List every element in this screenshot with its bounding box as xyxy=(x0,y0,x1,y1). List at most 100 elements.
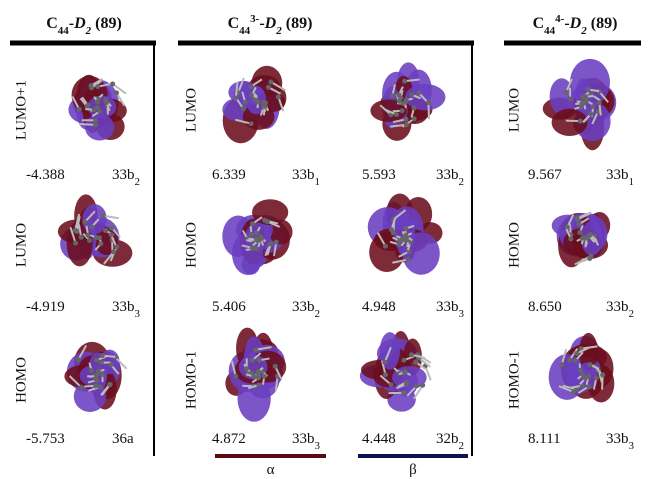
symmetry-base: 32b xyxy=(436,431,459,447)
atom xyxy=(581,236,586,241)
atom xyxy=(109,225,114,230)
atom xyxy=(578,368,583,373)
atom xyxy=(100,353,105,358)
orbital-image xyxy=(552,212,610,267)
symmetry: 33b3 xyxy=(606,431,635,452)
atom xyxy=(109,362,114,367)
atom xyxy=(250,221,255,226)
atom xyxy=(93,122,98,127)
symmetry: 33b1 xyxy=(292,167,320,188)
atom xyxy=(396,242,401,247)
atom xyxy=(89,368,94,373)
symmetry-base: 33b xyxy=(436,299,459,315)
atom xyxy=(87,238,92,243)
title-charge: 3- xyxy=(250,13,260,25)
atom xyxy=(254,237,259,242)
atom xyxy=(263,104,268,109)
atom xyxy=(99,360,104,365)
atom xyxy=(573,358,578,363)
atom xyxy=(576,222,581,227)
atom xyxy=(257,358,262,363)
orbital-image xyxy=(225,328,286,422)
atom xyxy=(389,227,394,232)
atom xyxy=(383,372,388,377)
symmetry: 33b1 xyxy=(606,167,634,188)
title-charge: 4- xyxy=(555,13,565,25)
orbital-image xyxy=(64,342,126,412)
energy: -5.753 xyxy=(26,431,65,447)
panel-title: C443-‑D2 (89) xyxy=(228,13,313,37)
symmetry-base: 33b xyxy=(292,431,315,447)
title-subscript: 44 xyxy=(58,25,70,37)
symmetry-sub: 2 xyxy=(459,440,465,452)
atom xyxy=(250,245,255,250)
atom xyxy=(94,235,99,240)
atom xyxy=(401,358,406,363)
orbital-label: HOMO-1 xyxy=(506,351,522,409)
title-point-group: D xyxy=(264,15,277,32)
atom xyxy=(249,232,254,237)
atom xyxy=(401,390,406,395)
atom xyxy=(403,100,408,105)
atom xyxy=(567,357,572,362)
atom xyxy=(104,100,109,105)
atom xyxy=(253,98,258,103)
symmetry-sub: 2 xyxy=(629,308,635,320)
symmetry-sub: 3 xyxy=(135,308,141,320)
energy: 4.872 xyxy=(212,431,246,447)
symmetry: 36a xyxy=(112,431,134,447)
atom xyxy=(571,389,576,394)
symmetry: 33b3 xyxy=(292,431,321,452)
atom xyxy=(94,358,99,363)
atom xyxy=(101,213,106,218)
energy: 4.448 xyxy=(362,431,396,447)
atom xyxy=(77,107,82,112)
atom xyxy=(256,375,261,380)
atom xyxy=(416,90,421,95)
energy: 8.650 xyxy=(528,299,562,315)
atom xyxy=(400,236,405,241)
energy: -4.388 xyxy=(26,167,65,183)
orbital-label: LUMO xyxy=(13,223,29,267)
title-subscript: 44 xyxy=(544,25,556,37)
atom xyxy=(383,244,388,249)
atom xyxy=(89,224,94,229)
energy: 4.948 xyxy=(362,299,396,315)
atom xyxy=(579,104,584,109)
atom xyxy=(82,220,87,225)
atom xyxy=(93,383,98,388)
atom xyxy=(591,104,596,109)
atom xyxy=(94,378,99,383)
atom xyxy=(79,235,84,240)
symmetry-base: 33b xyxy=(292,299,315,315)
atom xyxy=(426,100,431,105)
symmetry-sub: 2 xyxy=(135,176,141,188)
title-element: C xyxy=(533,15,545,32)
symmetry-base: 33b xyxy=(436,167,459,183)
atom xyxy=(589,111,594,116)
atom xyxy=(403,369,408,374)
atom xyxy=(249,121,254,126)
orbital-image xyxy=(222,199,292,275)
symmetry: 33b2 xyxy=(292,299,320,320)
symmetry-sub: 3 xyxy=(315,440,321,452)
atom xyxy=(93,118,98,123)
symmetry-base: 33b xyxy=(606,167,629,183)
atom xyxy=(404,117,409,122)
atom xyxy=(111,249,116,254)
atom xyxy=(276,94,281,99)
atom xyxy=(575,217,580,222)
title-isomer: (89) xyxy=(286,15,313,32)
symmetry-base: 33b xyxy=(292,167,315,183)
energy: 5.593 xyxy=(362,167,396,183)
energy: 6.339 xyxy=(212,167,246,183)
atom xyxy=(584,98,589,103)
figure: C44‑D2 (89)LUMO+1-4.38833b2LUMO-4.91933b… xyxy=(0,0,649,479)
orbital-image xyxy=(368,194,443,275)
atom xyxy=(92,107,97,112)
atom xyxy=(86,233,91,238)
symmetry-sub: 1 xyxy=(629,176,635,188)
atom xyxy=(420,383,425,388)
orbital-label: LUMO+1 xyxy=(13,80,29,140)
atom xyxy=(253,347,258,352)
